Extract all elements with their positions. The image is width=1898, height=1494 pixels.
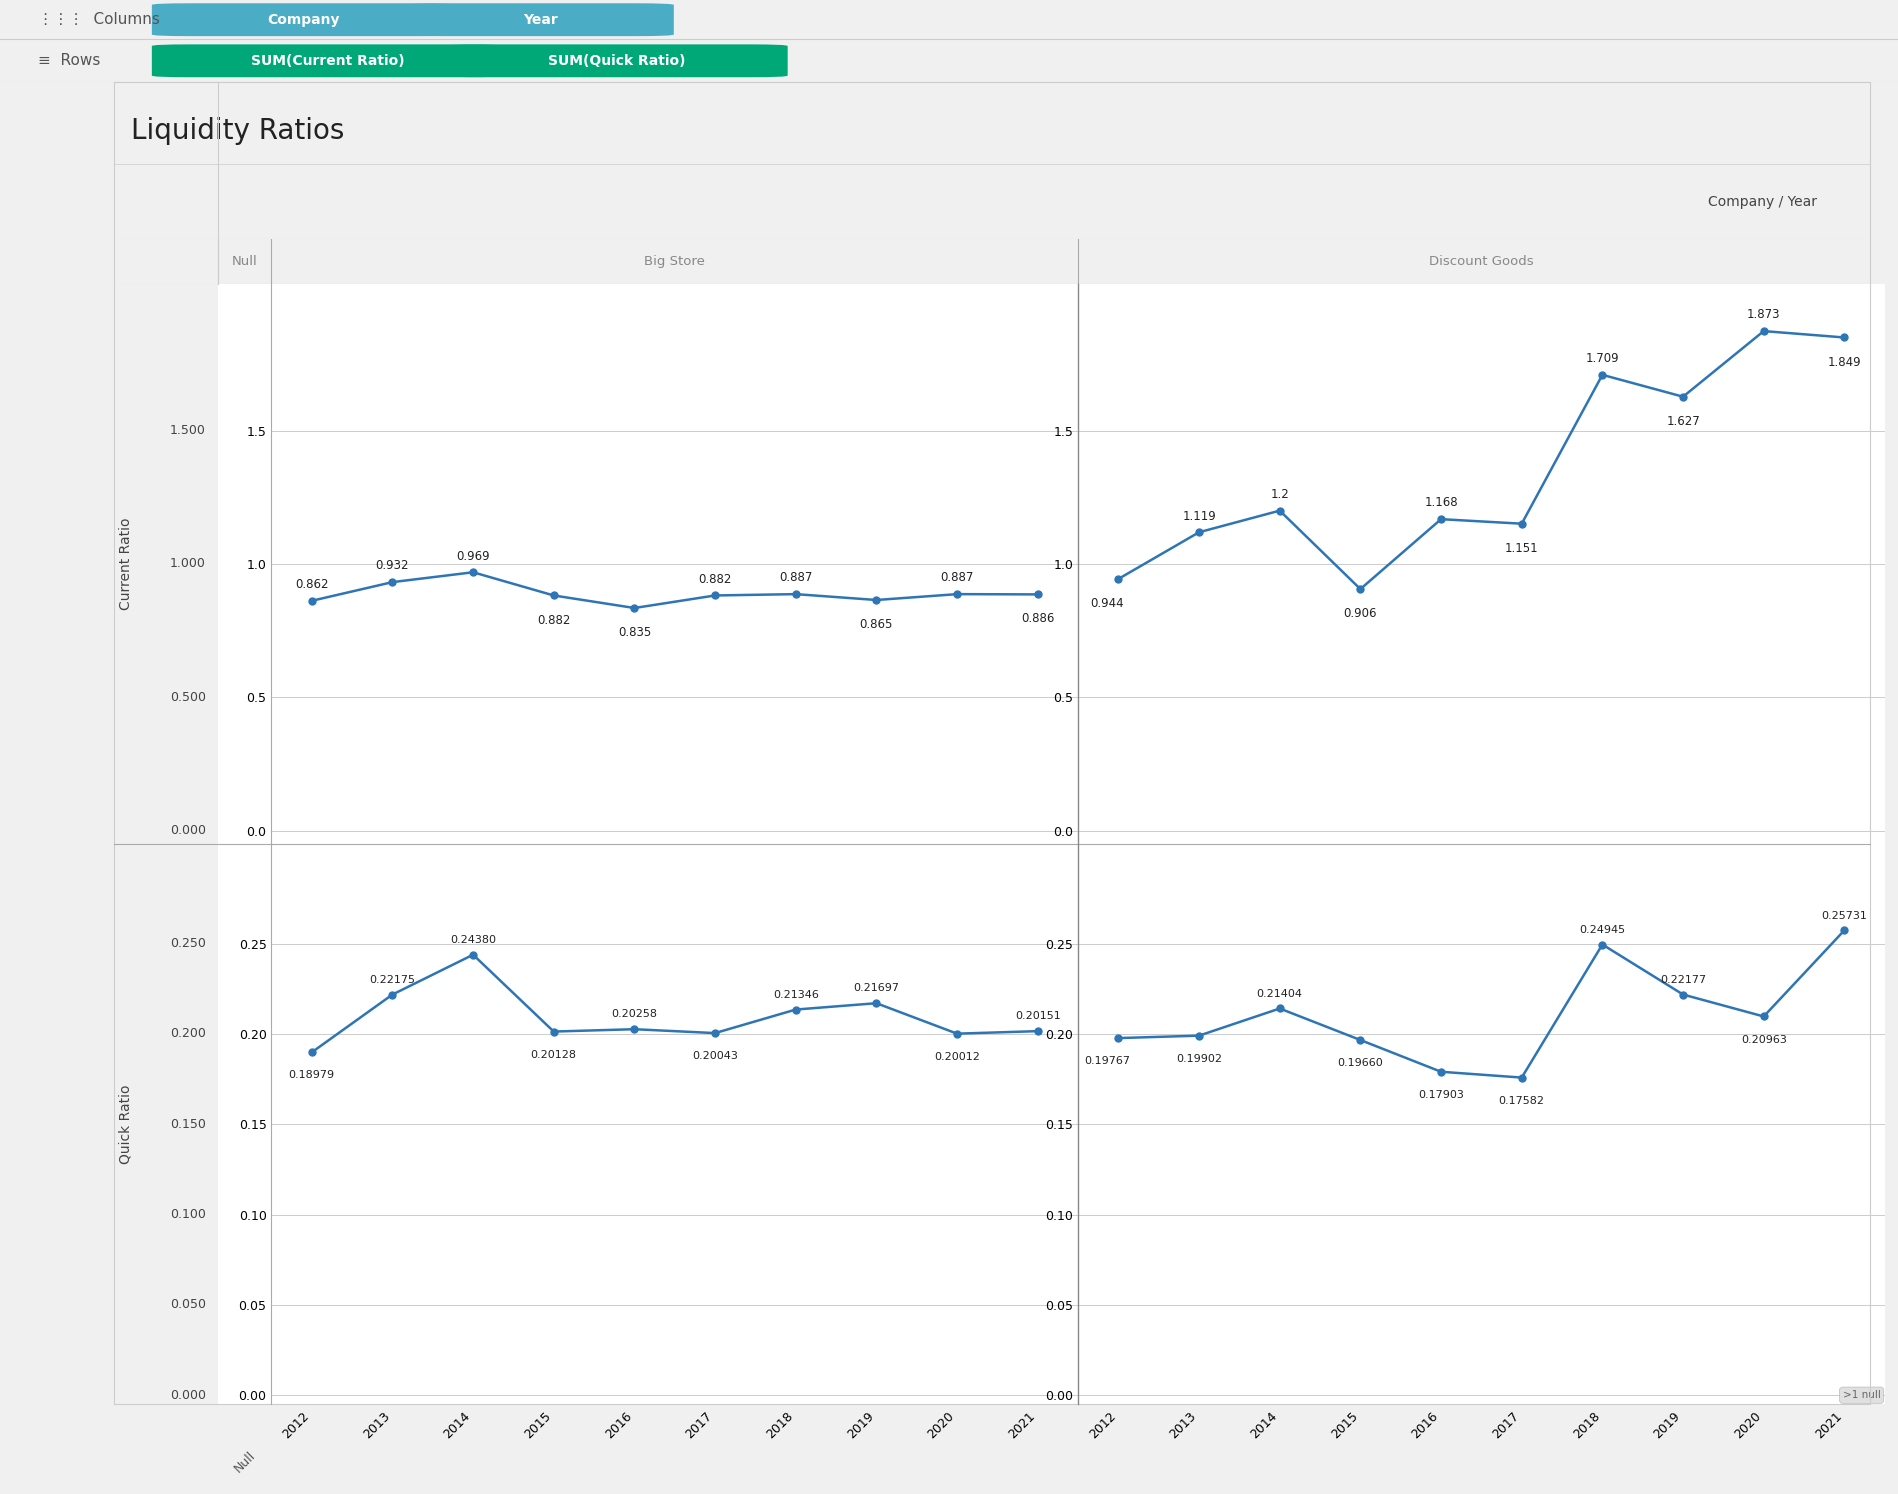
- Text: 0.250: 0.250: [169, 937, 205, 950]
- Text: 0.862: 0.862: [294, 578, 328, 592]
- Text: 0.20128: 0.20128: [531, 1050, 577, 1059]
- Text: 0.969: 0.969: [456, 550, 490, 563]
- Text: 0.944: 0.944: [1091, 598, 1124, 610]
- Text: 1.709: 1.709: [1585, 353, 1619, 365]
- Text: 0.19902: 0.19902: [1177, 1053, 1222, 1064]
- Text: 0.20258: 0.20258: [611, 1010, 657, 1019]
- Text: 0.20043: 0.20043: [693, 1052, 738, 1061]
- Text: SUM(Quick Ratio): SUM(Quick Ratio): [549, 54, 685, 67]
- Text: Discount Goods: Discount Goods: [1429, 255, 1534, 267]
- Text: 0.17582: 0.17582: [1499, 1095, 1545, 1106]
- Text: >1 null: >1 null: [1843, 1391, 1881, 1400]
- Text: 0.21697: 0.21697: [854, 983, 900, 994]
- Text: Company / Year: Company / Year: [1708, 194, 1816, 209]
- Text: Null: Null: [232, 1449, 258, 1476]
- Text: 0.25731: 0.25731: [1822, 910, 1868, 920]
- Text: Liquidity Ratios: Liquidity Ratios: [131, 118, 345, 145]
- Text: 1.000: 1.000: [169, 557, 205, 571]
- Text: Quick Ratio: Quick Ratio: [120, 1085, 133, 1164]
- Text: 1.873: 1.873: [1746, 308, 1780, 321]
- Text: 0.050: 0.050: [169, 1298, 205, 1312]
- Text: 0.21404: 0.21404: [1256, 989, 1302, 999]
- Text: 0.24380: 0.24380: [450, 935, 495, 946]
- Text: Year: Year: [524, 13, 558, 27]
- Text: 0.150: 0.150: [169, 1118, 205, 1131]
- Text: 0.21346: 0.21346: [772, 991, 818, 999]
- Text: 0.19767: 0.19767: [1084, 1056, 1131, 1067]
- FancyBboxPatch shape: [152, 45, 503, 78]
- Text: 1.849: 1.849: [1828, 356, 1862, 369]
- Text: 0.887: 0.887: [940, 571, 974, 584]
- Text: 0.882: 0.882: [537, 614, 571, 626]
- Text: 0.200: 0.200: [169, 1028, 205, 1040]
- Text: 0.887: 0.887: [778, 571, 812, 584]
- Text: 0.19660: 0.19660: [1338, 1058, 1384, 1068]
- Text: ≡  Rows: ≡ Rows: [38, 54, 101, 69]
- Text: 1.2: 1.2: [1270, 489, 1289, 500]
- Text: 0.835: 0.835: [617, 626, 651, 639]
- Text: Null: Null: [232, 255, 258, 267]
- FancyBboxPatch shape: [152, 3, 456, 36]
- Text: Company: Company: [268, 13, 340, 27]
- Text: 0.24945: 0.24945: [1579, 925, 1625, 935]
- Text: 0.932: 0.932: [376, 559, 410, 572]
- Text: 0.18979: 0.18979: [288, 1070, 334, 1080]
- Text: 0.886: 0.886: [1021, 613, 1055, 626]
- Text: Current Ratio: Current Ratio: [120, 518, 133, 610]
- Text: 0.000: 0.000: [169, 825, 205, 837]
- Text: 0.20151: 0.20151: [1015, 1011, 1061, 1022]
- Text: 0.22177: 0.22177: [1661, 974, 1706, 985]
- Text: ⋮⋮⋮  Columns: ⋮⋮⋮ Columns: [38, 12, 159, 27]
- Text: 1.168: 1.168: [1424, 496, 1458, 509]
- Text: 1.119: 1.119: [1182, 509, 1217, 523]
- Text: 0.17903: 0.17903: [1418, 1089, 1463, 1100]
- FancyBboxPatch shape: [408, 3, 674, 36]
- FancyBboxPatch shape: [446, 45, 788, 78]
- Text: 0.20963: 0.20963: [1740, 1034, 1786, 1044]
- Text: 0.906: 0.906: [1344, 607, 1378, 620]
- Text: Big Store: Big Store: [643, 255, 706, 267]
- Text: 0.22175: 0.22175: [370, 976, 416, 985]
- Text: 1.627: 1.627: [1666, 415, 1701, 427]
- Text: SUM(Current Ratio): SUM(Current Ratio): [251, 54, 404, 67]
- Text: 1.500: 1.500: [169, 424, 205, 438]
- Text: 0.500: 0.500: [169, 690, 205, 704]
- Text: 1.151: 1.151: [1505, 542, 1539, 554]
- Text: 0.20012: 0.20012: [934, 1052, 979, 1062]
- Text: 0.882: 0.882: [698, 572, 733, 586]
- Text: 0.865: 0.865: [860, 619, 894, 630]
- Text: 0.100: 0.100: [169, 1209, 205, 1221]
- Text: 0.000: 0.000: [169, 1389, 205, 1401]
